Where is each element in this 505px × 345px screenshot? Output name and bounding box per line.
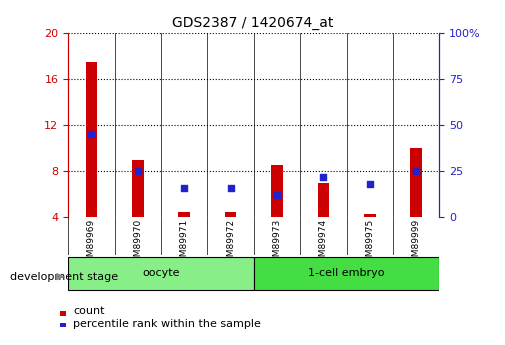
Bar [364,214,376,217]
Bar [132,160,143,217]
Bar [318,183,329,217]
Point [180,185,188,190]
Text: development stage: development stage [10,272,118,282]
Bar [85,62,97,217]
Text: GSM89973: GSM89973 [273,219,281,268]
Text: percentile rank within the sample: percentile rank within the sample [73,319,261,329]
Text: GSM89972: GSM89972 [226,219,235,268]
Text: count: count [73,306,105,316]
Point [319,174,327,179]
Bar [225,211,236,217]
Point [227,185,235,190]
Text: GSM89999: GSM89999 [412,219,421,268]
Text: 1-cell embryo: 1-cell embryo [309,268,385,278]
Point [412,168,420,174]
Text: GSM89971: GSM89971 [180,219,189,268]
Bar [68,257,254,290]
Text: GSM89974: GSM89974 [319,219,328,268]
Point [87,131,95,137]
Text: GDS2387 / 1420674_at: GDS2387 / 1420674_at [172,16,333,30]
Bar [411,148,422,217]
Point [134,168,142,174]
Bar [178,211,190,217]
Text: GSM89970: GSM89970 [133,219,142,268]
Text: GSM89975: GSM89975 [365,219,374,268]
Point [273,193,281,198]
Text: GSM89969: GSM89969 [87,219,96,268]
Bar [254,257,439,290]
Point [366,181,374,187]
Text: oocyte: oocyte [142,268,180,278]
Bar [271,166,283,217]
